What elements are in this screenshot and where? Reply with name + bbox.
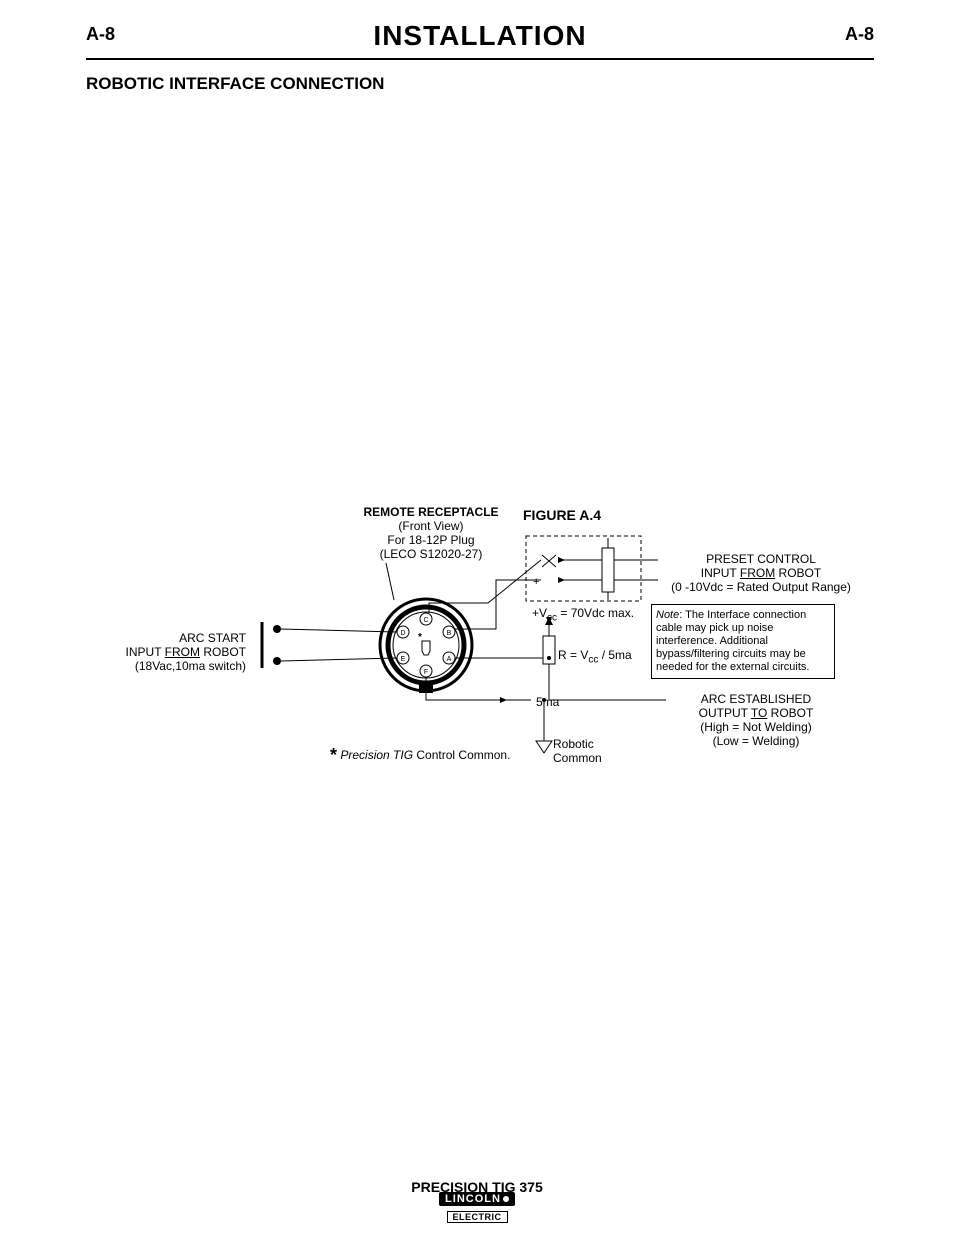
- svg-text:D: D: [400, 630, 405, 637]
- svg-text:E: E: [401, 656, 406, 663]
- preset-box-icon: [526, 536, 641, 601]
- page-header: A-8 INSTALLATION A-8: [86, 20, 874, 60]
- section-heading: ROBOTIC INTERFACE CONNECTION: [86, 74, 874, 94]
- plus-icon: +: [533, 576, 539, 588]
- svg-text:*: *: [418, 632, 422, 643]
- arc-start-terminals-icon: [262, 622, 281, 668]
- svg-text:F: F: [424, 669, 428, 676]
- svg-text:A: A: [447, 656, 452, 663]
- page-number-right: A-8: [845, 24, 874, 45]
- svg-text:B: B: [447, 630, 452, 637]
- schematic-svg: * C B A F E D: [86, 505, 874, 795]
- figure-a4: REMOTE RECEPTACLE (Front View) For 18-12…: [86, 505, 874, 795]
- page-title: INSTALLATION: [86, 20, 874, 52]
- page-number-left: A-8: [86, 24, 115, 45]
- brand-logo: LINCOLN ELECTRIC: [0, 1189, 954, 1225]
- preset-wires: +: [429, 538, 658, 629]
- logo-dot-icon: [503, 1196, 509, 1202]
- svg-text:C: C: [423, 617, 428, 624]
- ground-icon: [536, 741, 552, 753]
